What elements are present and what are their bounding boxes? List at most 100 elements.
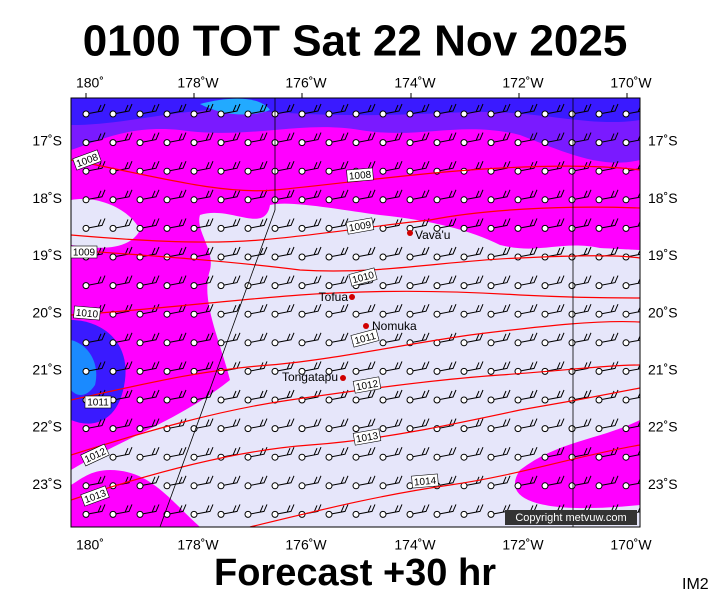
barb [112,103,133,115]
station [190,253,198,261]
barb [139,275,160,287]
station [82,224,90,232]
station [163,310,171,318]
barb [598,418,619,430]
barb [382,103,403,115]
station [190,453,198,461]
station [136,339,144,347]
station [325,482,333,490]
barb [382,218,403,229]
isobar-label: 1010 [75,308,99,321]
isobar-label-box [80,443,110,467]
station [595,453,603,461]
lon-label-bottom: 174˚W [394,537,436,553]
station [379,396,387,404]
barb [463,189,484,201]
barb [328,418,349,430]
station [136,110,144,118]
barb [193,161,214,172]
isobar-label-group: 1008 [346,167,374,183]
barb [490,418,511,430]
barb [544,332,565,344]
station [136,453,144,461]
station [622,224,630,232]
station [190,224,198,232]
station [406,282,414,290]
station [217,339,225,347]
station [379,339,387,347]
station [244,482,252,490]
barb [355,246,376,258]
station [514,339,522,347]
barb [112,418,133,430]
barb [247,218,268,229]
image-id: IM2 [682,576,709,593]
station [460,425,468,433]
barb [571,132,592,144]
place-label: Nomuka [372,319,417,333]
barb [436,304,457,315]
barb [517,304,538,315]
station [595,110,603,118]
barb [112,218,133,229]
isobar-label-box [73,305,101,321]
station [163,339,171,347]
station [82,482,90,490]
station [325,139,333,147]
lon-label-top: 174˚W [394,75,436,91]
forecast-label: Forecast +30 hr [214,552,496,594]
barb [139,132,160,144]
station [460,310,468,318]
lat-label-right: 22˚S [648,419,678,435]
barb [436,189,457,201]
station [514,253,522,261]
barb [112,132,133,144]
station [244,110,252,118]
isobar-label-box [346,167,374,183]
place-label: Tofua [319,290,349,304]
barb [220,246,241,258]
barb [193,103,214,115]
barb [544,189,565,201]
barb [328,103,349,115]
station [244,425,252,433]
station [487,396,495,404]
station [325,367,333,375]
barb [193,332,214,344]
station [406,196,414,204]
barb [85,475,106,487]
barb [409,189,430,201]
station [298,196,306,204]
barb [139,475,160,487]
lon-label-bottom: 178˚W [177,537,219,553]
isobar-label-group: 1011 [350,328,380,348]
station [622,196,630,204]
barb [463,389,484,401]
barb [463,304,484,315]
station [352,510,360,518]
barb [220,189,241,201]
barb [112,361,133,372]
barb [139,504,160,515]
isobar-label-group: 1012 [352,376,382,394]
station [595,139,603,147]
barb [193,504,214,515]
station [244,510,252,518]
barb [382,389,403,401]
station [271,253,279,261]
station [406,110,414,118]
station [136,396,144,404]
station [487,282,495,290]
barb [166,275,187,287]
station [595,367,603,375]
station [298,367,306,375]
barb [220,475,241,487]
station [622,110,630,118]
station [487,510,495,518]
barb [274,103,295,115]
barb [166,504,187,515]
lon-label-top: 170˚W [610,75,652,91]
barb [517,418,538,430]
station [109,253,117,261]
barb [571,218,592,229]
